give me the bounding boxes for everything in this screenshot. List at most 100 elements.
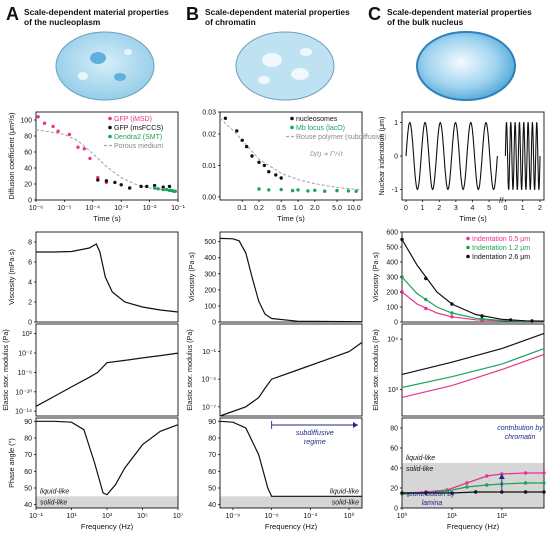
y-tick-label: 10⁴ <box>387 337 398 344</box>
solid-like-label: solid-like <box>40 499 67 506</box>
liquid-like-label: liquid-like <box>406 455 435 462</box>
panel-title-b: Scale-dependent material properties of ch… <box>205 7 350 27</box>
axes-frame <box>219 111 363 201</box>
data-point <box>508 318 513 322</box>
data-line <box>35 352 179 407</box>
y-tick-label: 40 <box>24 502 32 509</box>
y-tick-label: 90 <box>208 419 216 426</box>
legend-label: Indentation 2.6 μm <box>472 254 530 261</box>
solid-like-region <box>220 496 362 508</box>
axes-frame <box>219 231 363 323</box>
regime-arrow-head <box>353 422 358 428</box>
y-tick-label: 10⁻⁴ <box>202 377 217 384</box>
y-tick-label: 0 <box>394 320 398 327</box>
data-point <box>82 147 87 151</box>
panel-title-a: Scale-dependent material properties of th… <box>24 7 169 27</box>
data-point <box>119 183 123 187</box>
data-line <box>219 237 363 323</box>
liquid-like-label: liquid-like <box>330 488 359 495</box>
solid-like-region <box>36 496 178 508</box>
x-tick-label: 5 <box>487 205 491 212</box>
y-tick-label: 0 <box>28 320 32 327</box>
legend-marker <box>290 125 294 130</box>
series-line <box>401 291 545 322</box>
chart-A-phase: 40 50 60 70 80 90 10⁻¹ 10¹ 10³ 10⁵ 10⁷ Phase angle … <box>7 417 184 531</box>
y-tick-label: 10⁻¹⁴ <box>15 409 32 416</box>
data-point <box>257 160 261 164</box>
x-tick-label: 10¹ <box>447 513 458 520</box>
legend-marker <box>290 116 294 121</box>
y-tick-label: 80 <box>24 436 32 443</box>
x-tick-label: 10⁻² <box>143 205 157 212</box>
panel-title-b-line1: Scale-dependent material properties <box>205 7 350 17</box>
y-tick-label: 0 <box>28 198 32 205</box>
data-point <box>104 179 109 183</box>
data-point <box>161 187 165 192</box>
x-axis-label: Time (s) <box>459 214 487 223</box>
data-point <box>445 489 449 493</box>
data-point <box>250 154 254 158</box>
y-tick-label: 10² <box>22 331 33 338</box>
series-line <box>219 117 363 191</box>
data-point <box>323 189 327 193</box>
x-tick-label: 10⁻³ <box>114 205 128 212</box>
panel-title-b-line2: of chromatin <box>205 17 256 27</box>
legend-marker <box>466 254 470 259</box>
data-point <box>480 317 484 321</box>
legend-label: GFP (msFCCS) <box>114 125 163 132</box>
x-tick-label: 10⁻⁹ <box>226 513 240 520</box>
y-tick-label: 600 <box>386 230 398 237</box>
x-tick-label: 10⁰ <box>344 512 355 520</box>
y-axis-label: Viscosity (Pa·s) <box>187 252 196 302</box>
data-line <box>219 341 363 417</box>
liquid-like-label: liquid-like <box>40 488 69 495</box>
x-tick-label: 10⁻⁵ <box>57 205 71 212</box>
x-tick-label: 10⁻¹ <box>171 205 185 212</box>
data-line <box>36 420 179 496</box>
legend-formula: D(t) ∝ Γ'/√t <box>310 150 344 158</box>
x-axis-label: Time (s) <box>277 214 305 223</box>
y-tick-label: 1 <box>394 120 398 127</box>
solid-like-region <box>402 463 544 508</box>
data-point <box>530 319 534 323</box>
y-axis-label: Viscosity (Pa·s) <box>371 252 380 302</box>
y-tick-label: 8 <box>28 240 32 247</box>
data-point <box>113 180 117 185</box>
y-tick-label: 200 <box>204 287 216 294</box>
y-tick-label: 10⁻¹ <box>202 349 216 356</box>
axes-frame <box>219 323 363 417</box>
legend-label: Porous medium <box>114 143 163 150</box>
data-point <box>244 144 249 149</box>
panel-title-a-line1: Scale-dependent material properties <box>24 7 169 17</box>
data-point <box>400 491 404 495</box>
y-tick-label: 10³ <box>388 387 399 394</box>
data-point <box>76 145 80 149</box>
data-point <box>267 188 271 192</box>
data-point <box>165 187 169 192</box>
y-tick-label: 400 <box>204 255 216 262</box>
data-point <box>424 276 428 281</box>
legend-label: GFP (iMSD) <box>114 116 152 123</box>
data-point <box>156 187 160 191</box>
series-line <box>401 472 544 494</box>
x-tick-label: 10⁻⁶ <box>29 205 43 212</box>
x-tick-label: 10⁷ <box>173 513 184 520</box>
y-tick-label: 50 <box>24 486 32 493</box>
data-point <box>152 183 157 188</box>
axes-frame <box>35 111 179 201</box>
data-line <box>219 420 362 497</box>
data-point <box>424 297 428 302</box>
chart-B-phase: 40 50 60 70 80 90 10⁻⁹ 10⁻⁶ 10⁻³ 10⁰ Frequency (Hz… <box>208 417 363 531</box>
chart-C-storage: 10³ 10⁴ Elastic stor. modulus (Pa) <box>371 323 545 417</box>
y-tick-label: 300 <box>386 275 398 282</box>
data-point <box>424 306 428 311</box>
data-point <box>542 481 546 485</box>
data-point <box>36 115 40 119</box>
axes-frame <box>401 417 545 509</box>
data-point <box>167 184 172 189</box>
x-tick-label: 10⁻³ <box>303 513 317 520</box>
y-tick-label: 80 <box>390 426 398 433</box>
regime-label-line1: subdiffusive <box>296 428 334 437</box>
data-point <box>274 173 278 177</box>
